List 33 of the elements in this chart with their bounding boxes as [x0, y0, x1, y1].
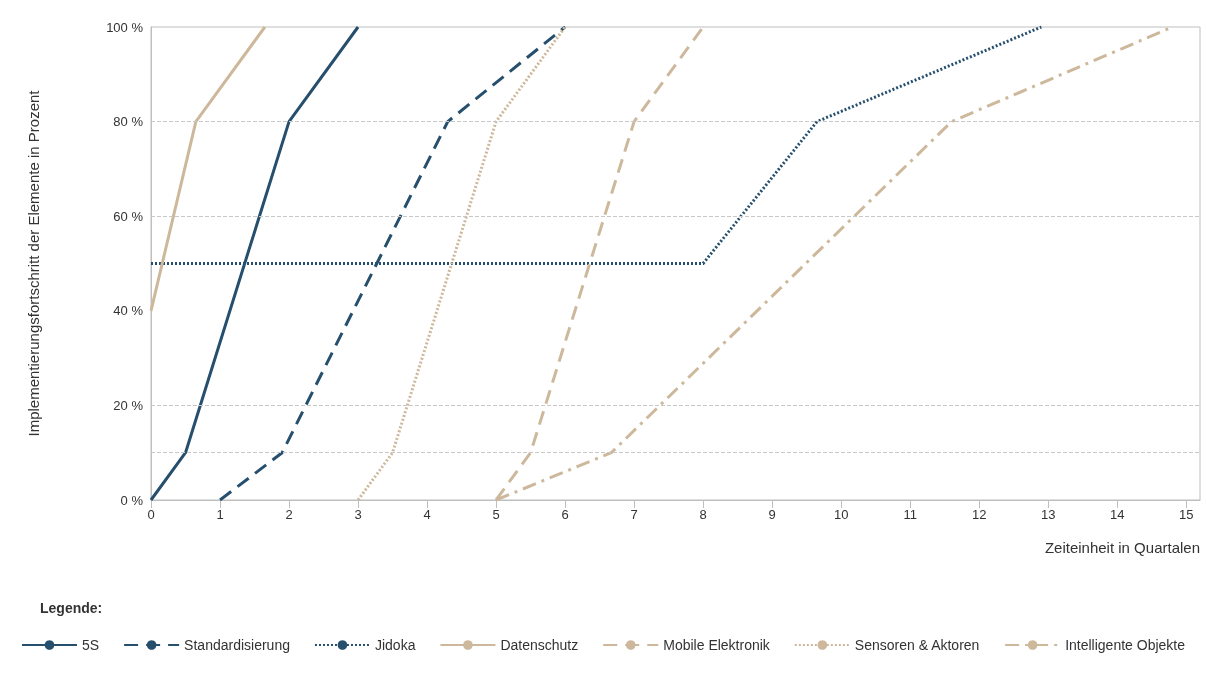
x-tick-label: 1: [216, 507, 224, 522]
x-tick-label: 7: [630, 507, 638, 522]
legend-label: Sensoren & Aktoren: [854, 637, 980, 653]
legend-label: Intelligente Objekte: [1065, 637, 1186, 653]
x-tick-label: 11: [903, 507, 917, 522]
x-tick-label: 5: [492, 507, 500, 522]
x-tick-label: 0: [147, 507, 155, 522]
legend-label: Jidoka: [374, 637, 416, 653]
legend-label: Mobile Elektronik: [663, 637, 771, 653]
legend-label: Standardisierung: [184, 637, 290, 653]
x-tick-label: 10: [833, 507, 849, 522]
x-tick-label: 2: [285, 507, 293, 522]
legend-label: Datenschutz: [500, 637, 579, 653]
x-tick-label: 3: [354, 507, 362, 522]
line-series: [356, 25, 567, 502]
x-tick-label: 6: [561, 507, 569, 522]
y-tick-label: 40 %: [113, 303, 144, 319]
x-tick-label: 4: [423, 507, 431, 522]
y-axis-title: Implementierungsfortschritt der Elemente in Prozent: [25, 89, 42, 437]
x-tick-label: 14: [1109, 507, 1125, 522]
x-tick-label: 9: [768, 507, 776, 522]
legend-label: 5S: [81, 637, 100, 653]
legend-title: Legende:: [40, 600, 103, 616]
x-tick-label: 13: [1040, 507, 1056, 522]
y-tick-label: 60 %: [113, 208, 144, 224]
x-axis-title: Zeiteinheit in Quartalen: [1044, 539, 1200, 556]
x-tick-label: 12: [971, 507, 987, 522]
x-tick-label: 8: [699, 507, 707, 522]
x-tick-label: 15: [1178, 507, 1194, 522]
y-tick-label: 100 %: [106, 19, 144, 35]
y-tick-label: 80 %: [113, 114, 144, 130]
y-tick-label: 0 %: [120, 492, 144, 508]
y-tick-label: 20 %: [113, 397, 144, 413]
